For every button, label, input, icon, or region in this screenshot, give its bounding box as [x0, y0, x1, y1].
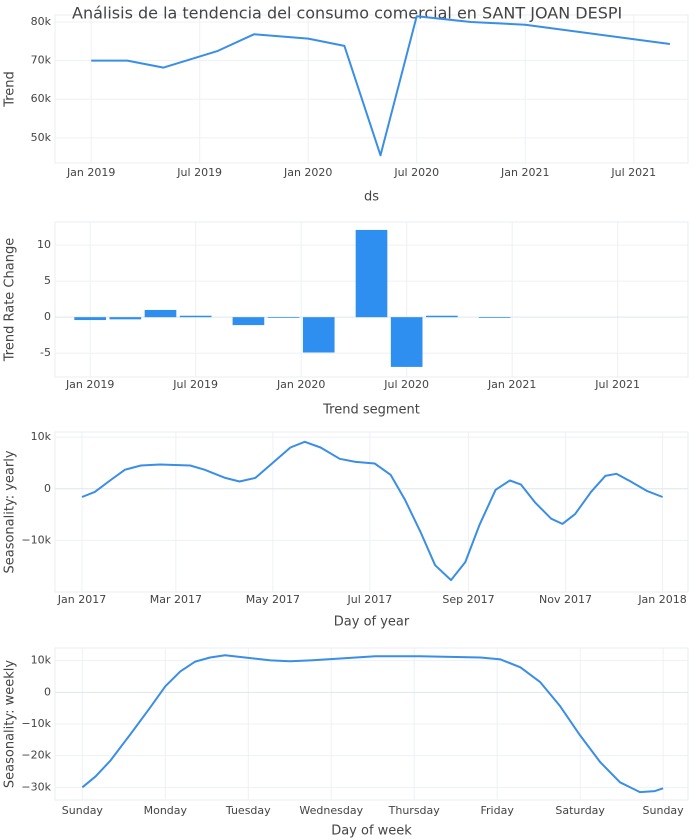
x-tick-label: Jul 2019 — [176, 166, 222, 179]
x-tick-label: Saturday — [555, 804, 605, 817]
x-tick-label: Jan 2021 — [487, 378, 536, 391]
y-tick-label: 10k — [31, 654, 52, 667]
x-tick-label: Monday — [144, 804, 188, 817]
x-tick-label: Jul 2017 — [347, 593, 393, 606]
trend-line — [81, 654, 664, 794]
bar — [355, 229, 388, 318]
x-axis-title: Trend segment — [322, 403, 420, 418]
chart-title: Análisis de la tendencia del consumo com… — [72, 4, 622, 23]
x-tick-label: Jul 2020 — [383, 378, 429, 391]
x-tick-label: Sep 2017 — [442, 593, 494, 606]
x-tick-label: Nov 2017 — [539, 593, 592, 606]
y-axis-title: Trend Rate Change — [3, 238, 18, 362]
x-tick-label: Jul 2019 — [172, 378, 218, 391]
bar — [267, 317, 300, 318]
y-axis-title: Seasonality: weekly — [3, 660, 18, 788]
x-tick-label: Jul 2020 — [393, 166, 439, 179]
bar — [478, 317, 511, 318]
bar — [232, 317, 265, 326]
x-tick-label: Jul 2021 — [594, 378, 640, 391]
x-tick-label: Friday — [481, 804, 515, 817]
y-tick-label: -5 — [40, 346, 51, 359]
x-axis-title: ds — [364, 190, 379, 205]
y-axis-title: Seasonality: yearly — [3, 450, 18, 573]
trend-line — [81, 440, 663, 582]
y-tick-label: 10 — [37, 238, 51, 251]
x-tick-label: Mar 2017 — [150, 593, 202, 606]
bar — [302, 317, 335, 353]
x-axis-title: Day of year — [334, 615, 410, 630]
x-tick-label: May 2017 — [246, 593, 300, 606]
y-tick-label: −10k — [21, 717, 51, 730]
y-tick-label: 50k — [31, 131, 52, 144]
x-tick-label: Sunday — [643, 804, 685, 817]
trend-line — [91, 15, 671, 157]
x-axis-title: Day of week — [331, 824, 412, 839]
y-tick-label: −10k — [21, 533, 51, 546]
bar — [74, 317, 106, 321]
y-tick-label: −30k — [21, 780, 51, 793]
x-tick-label: Tuesday — [225, 804, 271, 817]
x-tick-label: Sunday — [62, 804, 104, 817]
x-tick-label: Wednesday — [299, 804, 363, 817]
bar — [390, 317, 423, 367]
bar — [144, 309, 177, 318]
plot-area — [54, 14, 689, 164]
plot-area — [54, 221, 689, 378]
x-tick-label: Jan 2017 — [57, 593, 106, 606]
x-tick-label: Thursday — [388, 804, 441, 817]
y-tick-label: 0 — [44, 482, 51, 495]
y-tick-label: 80k — [31, 15, 52, 28]
y-tick-label: 5 — [44, 274, 51, 287]
x-tick-label: Jan 2018 — [637, 593, 686, 606]
x-tick-label: Jan 2021 — [500, 166, 549, 179]
plot-area — [54, 431, 689, 593]
x-tick-label: Jul 2021 — [610, 166, 656, 179]
y-tick-label: 0 — [44, 310, 51, 323]
y-tick-label: −20k — [21, 749, 51, 762]
bar — [109, 317, 142, 320]
x-tick-label: Jan 2020 — [276, 378, 325, 391]
y-axis-title: Trend — [3, 71, 18, 108]
bar — [179, 315, 212, 318]
y-tick-label: 70k — [31, 54, 52, 67]
x-tick-label: Jan 2019 — [66, 166, 115, 179]
x-tick-label: Jan 2019 — [65, 378, 114, 391]
x-tick-label: Jan 2020 — [283, 166, 332, 179]
y-tick-label: 0 — [44, 685, 51, 698]
y-tick-label: 60k — [31, 92, 52, 105]
bar — [426, 315, 458, 318]
y-tick-label: 10k — [31, 430, 52, 443]
